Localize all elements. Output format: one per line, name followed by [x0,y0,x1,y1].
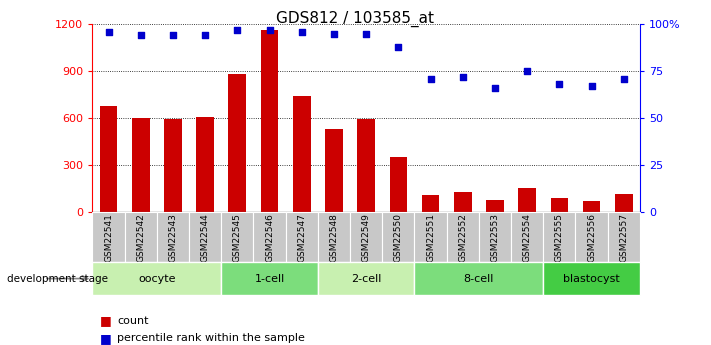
Bar [543,212,575,262]
Bar [383,212,415,262]
Bar [608,212,640,262]
Point [328,31,340,36]
Text: count: count [117,316,149,326]
Bar [518,188,536,212]
Bar [318,212,350,262]
Bar [415,212,447,262]
Bar [479,212,511,262]
Bar [350,212,383,262]
Text: GSM22548: GSM22548 [329,213,338,262]
Point [554,81,565,87]
Bar [415,262,543,295]
Bar [454,192,471,212]
Bar [92,212,124,262]
Point [489,85,501,91]
Point [232,27,243,32]
Bar [124,212,157,262]
Text: GDS812 / 103585_at: GDS812 / 103585_at [277,10,434,27]
Text: 8-cell: 8-cell [464,274,494,284]
Point [167,33,178,38]
Bar [253,212,286,262]
Bar [228,74,246,212]
Text: ■: ■ [100,332,112,345]
Bar [293,96,311,212]
Bar [189,212,221,262]
Bar [615,194,633,212]
Bar [164,119,182,212]
Text: GSM22555: GSM22555 [555,213,564,262]
Point [618,76,629,81]
Bar [575,212,608,262]
Bar [92,262,221,295]
Bar [157,212,189,262]
Point [200,33,211,38]
Bar [196,117,214,212]
Text: GSM22542: GSM22542 [137,213,145,262]
Bar [390,157,407,212]
Bar [221,212,253,262]
Text: 2-cell: 2-cell [351,274,381,284]
Point [360,31,372,36]
Bar [511,212,543,262]
Text: GSM22550: GSM22550 [394,213,403,262]
Text: GSM22543: GSM22543 [169,213,178,262]
Point [296,29,307,34]
Point [135,33,146,38]
Bar [550,198,568,212]
Bar [132,118,149,212]
Bar [221,262,318,295]
Text: GSM22552: GSM22552 [459,213,467,262]
Bar [358,119,375,212]
Text: GSM22547: GSM22547 [297,213,306,262]
Bar [486,200,504,212]
Text: GSM22546: GSM22546 [265,213,274,262]
Text: ■: ■ [100,314,112,327]
Bar [325,129,343,212]
Point [457,74,469,80]
Text: GSM22544: GSM22544 [201,213,210,262]
Text: percentile rank within the sample: percentile rank within the sample [117,333,305,343]
Bar [422,195,439,212]
Text: GSM22549: GSM22549 [362,213,370,262]
Text: blastocyst: blastocyst [563,274,620,284]
Text: GSM22553: GSM22553 [491,213,500,262]
Bar [286,212,318,262]
Bar [583,201,601,212]
Text: GSM22554: GSM22554 [523,213,532,262]
Bar [543,262,640,295]
Bar [100,106,117,212]
Point [264,27,275,32]
Point [425,76,437,81]
Text: 1-cell: 1-cell [255,274,284,284]
Point [103,29,114,34]
Text: oocyte: oocyte [138,274,176,284]
Text: GSM22551: GSM22551 [426,213,435,262]
Text: GSM22541: GSM22541 [104,213,113,262]
Bar [447,212,479,262]
Text: GSM22556: GSM22556 [587,213,596,262]
Point [392,44,404,49]
Text: GSM22545: GSM22545 [232,213,242,262]
Text: development stage: development stage [7,275,108,284]
Point [586,83,597,89]
Bar [261,30,279,212]
Bar [318,262,415,295]
Point [521,68,533,74]
Text: GSM22557: GSM22557 [619,213,629,262]
